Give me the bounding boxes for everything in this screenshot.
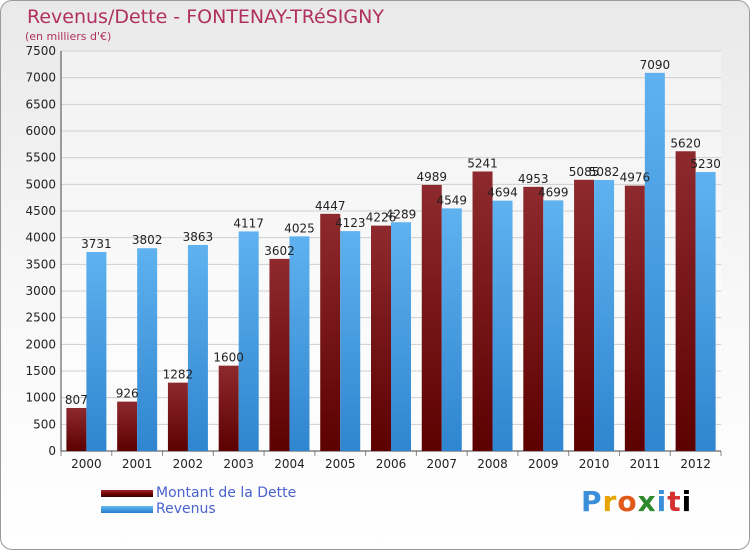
y-tick-label: 7500 <box>25 44 56 58</box>
bar-debt <box>167 382 188 451</box>
data-label-revenus: 5230 <box>690 157 721 171</box>
bar-revenus <box>187 244 208 451</box>
data-label-debt: 5241 <box>467 156 498 170</box>
data-label-debt: 1600 <box>213 351 244 365</box>
bar-debt <box>66 407 87 451</box>
x-tick-label: 2000 <box>71 457 102 471</box>
x-tick-label: 2003 <box>223 457 254 471</box>
bar-debt <box>624 185 645 451</box>
x-tick-label: 2005 <box>325 457 356 471</box>
y-tick-label: 1500 <box>25 364 56 378</box>
data-label-revenus: 3863 <box>183 230 214 244</box>
data-label-revenus: 7090 <box>640 58 671 72</box>
logo-letter: i <box>656 485 668 518</box>
data-label-revenus: 4123 <box>335 216 366 230</box>
x-tick-label: 2008 <box>477 457 508 471</box>
data-label-debt: 4447 <box>315 199 346 213</box>
bar-debt <box>320 213 341 451</box>
legend-swatch-revenus <box>101 506 153 513</box>
data-label-debt: 4989 <box>416 170 447 184</box>
legend-label-revenus: Revenus <box>156 501 216 517</box>
data-label-revenus: 4549 <box>436 193 467 207</box>
bar-revenus <box>441 208 462 451</box>
chart-title: Revenus/Dette - FONTENAY-TRéSIGNY <box>27 6 384 28</box>
x-tick-label: 2004 <box>274 457 305 471</box>
bar-revenus <box>340 231 361 451</box>
y-tick-label: 0 <box>48 444 56 458</box>
x-tick-label: 2011 <box>630 457 661 471</box>
y-tick-label: 7000 <box>25 71 56 85</box>
bar-debt <box>472 171 493 452</box>
bar-debt <box>117 401 138 451</box>
y-tick-label: 3000 <box>25 284 56 298</box>
bar-revenus <box>644 72 665 451</box>
data-label-debt: 4976 <box>620 171 651 185</box>
logo-letter: r <box>602 485 618 518</box>
data-label-debt: 926 <box>116 387 139 401</box>
bar-revenus <box>594 179 615 451</box>
bar-revenus <box>695 172 716 452</box>
x-tick-label: 2007 <box>426 457 457 471</box>
y-tick-label: 4500 <box>25 204 56 218</box>
bar-revenus <box>543 200 564 451</box>
data-label-debt: 4953 <box>518 172 549 186</box>
data-label-revenus: 4289 <box>386 207 417 221</box>
data-label-revenus: 4694 <box>487 186 518 200</box>
logo-letter: o <box>617 485 638 518</box>
data-label-debt: 5620 <box>670 136 701 150</box>
y-tick-label: 3500 <box>25 257 56 271</box>
y-tick-label: 4000 <box>25 231 56 245</box>
bar-debt <box>269 258 290 451</box>
x-tick-label: 2012 <box>680 457 711 471</box>
x-tick-label: 2001 <box>122 457 153 471</box>
legend-swatch-debt <box>101 490 153 497</box>
data-label-debt: 5085 <box>569 165 600 179</box>
data-label-revenus: 3802 <box>132 233 163 247</box>
bar-revenus <box>391 222 411 451</box>
y-tick-label: 6500 <box>25 97 56 111</box>
logo-letter: t <box>667 485 682 518</box>
bar-debt <box>421 184 442 452</box>
bar-debt <box>218 365 239 451</box>
data-label-revenus: 5082 <box>589 165 620 179</box>
data-label-revenus: 4025 <box>284 221 315 235</box>
x-tick-label: 2002 <box>173 457 204 471</box>
y-tick-label: 5500 <box>25 151 56 165</box>
bar-revenus <box>238 231 259 451</box>
y-tick-label: 5000 <box>25 177 56 191</box>
logo-letter: P <box>581 485 603 518</box>
y-tick-label: 2000 <box>25 337 56 351</box>
bar-debt <box>675 151 696 451</box>
data-label-debt: 807 <box>65 393 88 407</box>
bar-revenus <box>86 252 107 451</box>
bar-revenus <box>289 236 310 451</box>
y-tick-label: 6000 <box>25 124 56 138</box>
proxiti-logo: Proxiti <box>581 485 692 518</box>
data-label-revenus: 4117 <box>233 216 264 230</box>
data-label-debt: 1282 <box>163 368 194 382</box>
data-label-revenus: 3731 <box>81 237 112 251</box>
y-tick-label: 500 <box>33 417 56 431</box>
bar-debt <box>371 225 391 451</box>
bar-debt <box>574 179 595 452</box>
x-tick-label: 2009 <box>528 457 559 471</box>
chart-subtitle: (en milliers d'€) <box>25 30 112 43</box>
bar-revenus <box>137 248 158 451</box>
bar-revenus <box>492 200 513 451</box>
data-label-revenus: 4699 <box>538 185 569 199</box>
bar-debt <box>523 186 544 451</box>
logo-letter: x <box>637 485 657 518</box>
x-tick-label: 2010 <box>579 457 610 471</box>
logo-letter: i <box>681 485 693 518</box>
legend-label-debt: Montant de la Dette <box>156 485 297 501</box>
data-label-debt: 4226 <box>366 211 397 225</box>
y-tick-label: 1000 <box>25 391 56 405</box>
x-tick-label: 2006 <box>376 457 407 471</box>
y-tick-label: 2500 <box>25 311 56 325</box>
data-label-debt: 3602 <box>264 244 295 258</box>
